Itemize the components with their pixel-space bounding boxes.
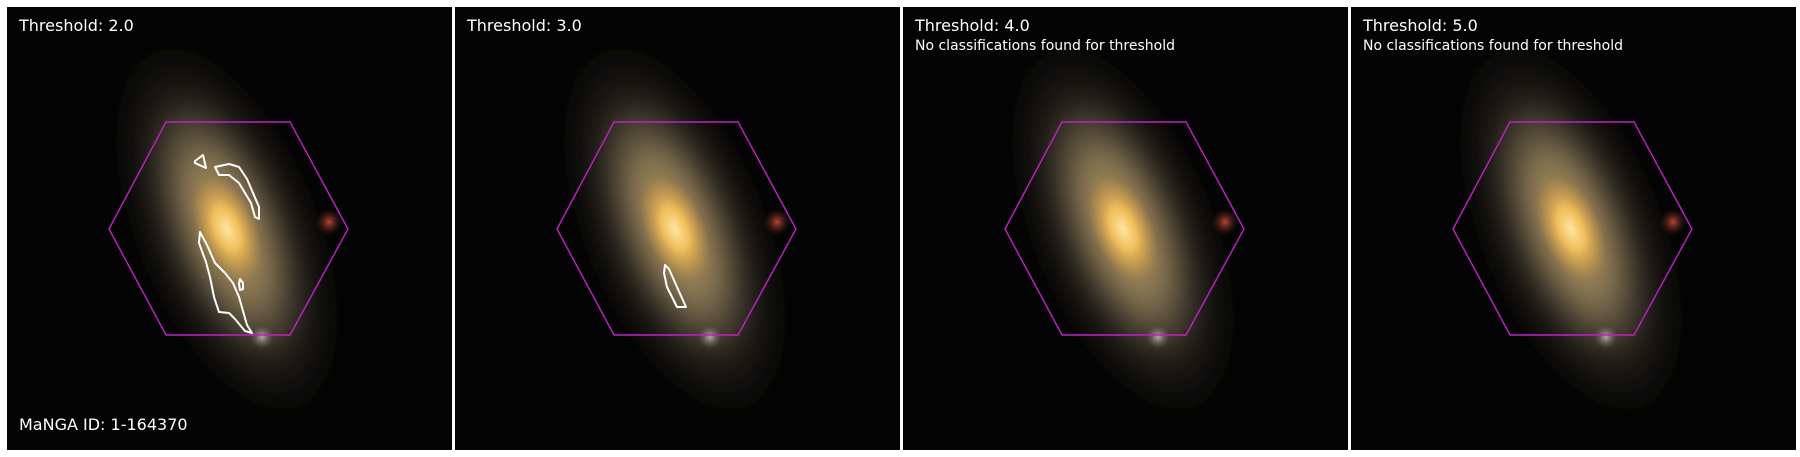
- threshold-panel-4: Threshold: 5.0 No classifications found …: [1351, 7, 1796, 450]
- galaxy-image: [903, 7, 1348, 450]
- hexagon-outline: [1004, 121, 1245, 336]
- galaxy-image: [1351, 7, 1796, 450]
- contours: [194, 154, 260, 334]
- galaxy-image: [455, 7, 900, 450]
- hexagon-outline: [556, 121, 797, 336]
- hexagon-outline: [1452, 121, 1693, 336]
- threshold-panel-3: Threshold: 4.0 No classifications found …: [903, 7, 1348, 450]
- contour-lower-knot: [238, 278, 244, 291]
- threshold-panel-2: Threshold: 3.0: [455, 7, 900, 450]
- threshold-panel-1: Threshold: 2.0 MaNGA ID: 1-164370: [7, 7, 452, 450]
- panel-title: Threshold: 5.0: [1363, 16, 1478, 35]
- no-classifications-note: No classifications found for threshold: [1363, 38, 1623, 54]
- panel-title: Threshold: 4.0: [915, 16, 1030, 35]
- panel-title: Threshold: 2.0: [19, 16, 134, 35]
- contour-lower-arm: [198, 231, 253, 334]
- galaxy-image: [7, 7, 452, 450]
- contour-upper-arm: [214, 163, 260, 220]
- panel-title: Threshold: 3.0: [467, 16, 582, 35]
- contour-upper-small: [194, 154, 207, 169]
- contours: [663, 264, 687, 308]
- no-classifications-note: No classifications found for threshold: [915, 38, 1175, 54]
- contour-lower-arm: [663, 264, 687, 308]
- hexagon-outline: [108, 121, 349, 336]
- manga-id-label: MaNGA ID: 1-164370: [19, 415, 188, 434]
